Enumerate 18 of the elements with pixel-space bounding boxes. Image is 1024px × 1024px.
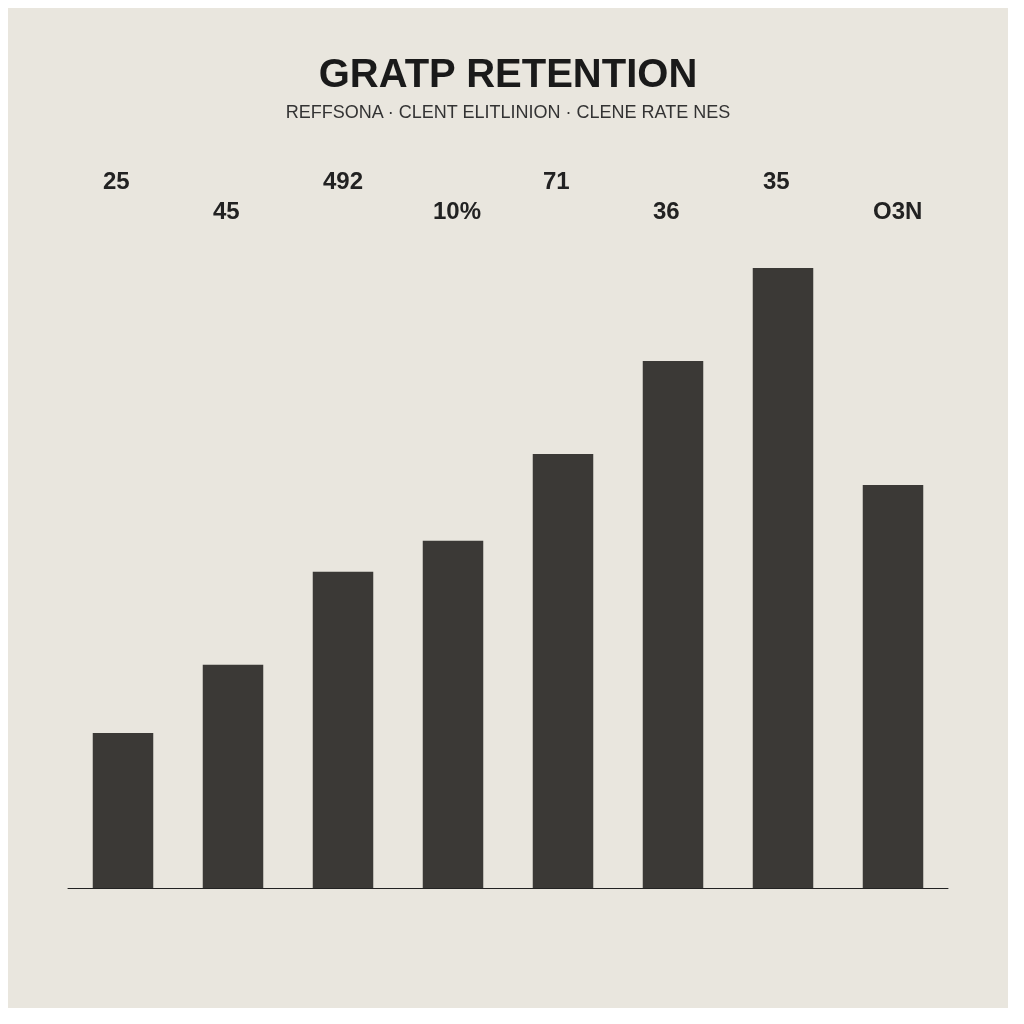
text: O3N [873, 196, 923, 224]
text: 492 [323, 166, 364, 194]
text: 36 [653, 196, 680, 224]
bar [752, 268, 814, 888]
chart-title: GRATP RETENTION [318, 51, 698, 95]
text: 35 [763, 166, 790, 194]
bar [312, 571, 374, 888]
text: 10% [433, 196, 482, 224]
bar [532, 454, 594, 888]
text: 45 [213, 196, 240, 224]
bar [862, 485, 924, 888]
text: 71 [543, 166, 570, 194]
chart-subtitle: REFFSONA · CLENT ELITLINION · CLENE RATE NES [285, 102, 731, 122]
bar [202, 664, 264, 888]
bar [422, 540, 484, 888]
bar [642, 361, 704, 888]
bar [92, 733, 154, 888]
text: 25 [103, 166, 130, 194]
